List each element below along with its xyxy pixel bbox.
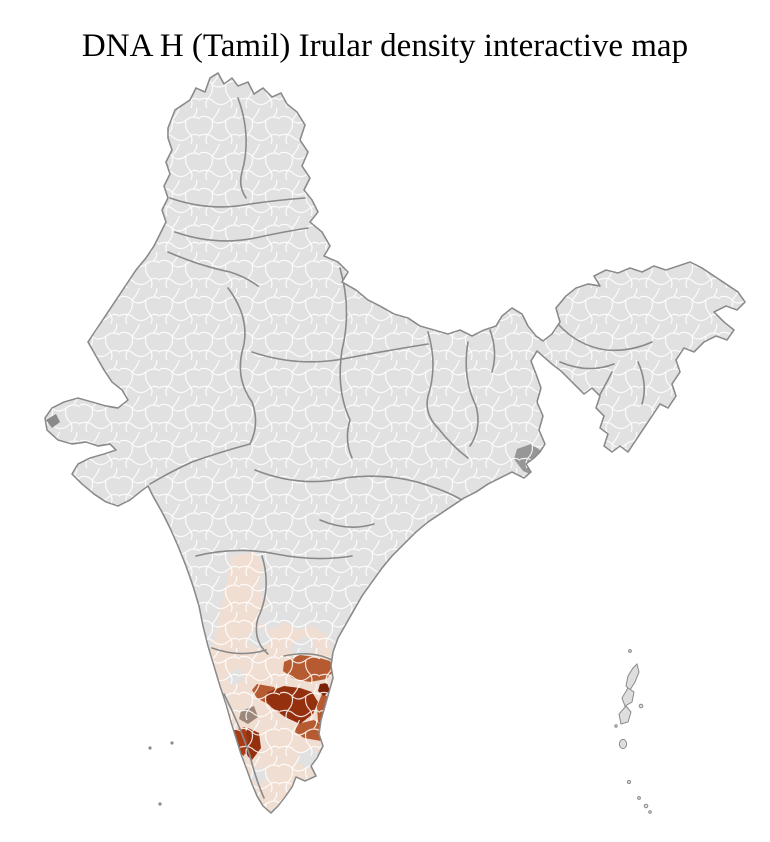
coastline — [44, 72, 746, 814]
kutch-tip-patch — [46, 414, 60, 428]
page-title: DNA H (Tamil) Irular density interactive… — [81, 28, 689, 65]
andaman-nicobar-islands — [614, 649, 652, 814]
state-borders — [149, 97, 653, 799]
district-boundaries-layer — [45, 73, 745, 813]
lakshadweep-islands — [148, 741, 174, 806]
